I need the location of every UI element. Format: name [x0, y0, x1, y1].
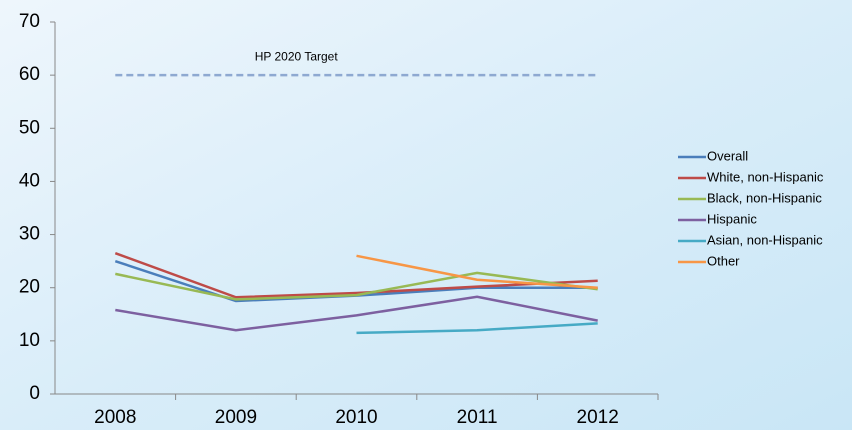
- x-tick-label: 2010: [335, 407, 377, 428]
- y-tick-label: 20: [19, 277, 40, 298]
- series-line: [115, 295, 598, 332]
- legend-label: White, non-Hispanic: [707, 169, 824, 184]
- series-line: [356, 254, 598, 289]
- legend-label: Overall: [707, 148, 748, 163]
- legend-label: Hispanic: [707, 211, 757, 226]
- x-tick-label: 2008: [94, 407, 136, 428]
- y-tick-label: 40: [19, 170, 40, 191]
- series-line: [114, 251, 598, 299]
- y-tick-label: 0: [29, 383, 40, 404]
- series-line: [115, 271, 598, 301]
- x-tick-label: 2009: [215, 407, 257, 428]
- legend-label: Other: [707, 253, 740, 268]
- x-tick-label: 2012: [577, 407, 619, 428]
- y-tick-label: 60: [19, 64, 40, 85]
- y-tick-label: 10: [19, 330, 40, 351]
- y-tick-label: 50: [19, 117, 40, 138]
- legend-label: Black, non-Hispanic: [707, 190, 822, 205]
- series-line: [356, 322, 598, 335]
- y-tick-label: 30: [19, 224, 40, 245]
- target-label: HP 2020 Target: [255, 49, 339, 63]
- x-tick-label: 2011: [457, 407, 498, 428]
- y-tick-label: 70: [19, 11, 40, 32]
- legend-label: Asian, non-Hispanic: [707, 232, 823, 247]
